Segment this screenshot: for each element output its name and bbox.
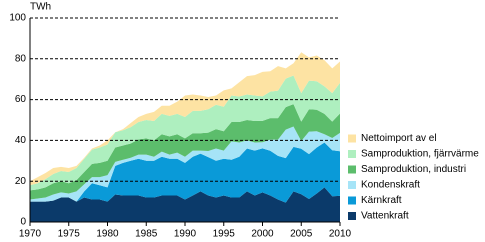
x-tick-label: 1980 [96,229,119,240]
x-tick-label: 2005 [290,229,313,240]
x-tick-label: 1985 [135,229,158,240]
legend-swatch [348,165,356,174]
area [30,52,340,186]
legend-label: Kärnkraft [361,195,402,206]
legend-swatch [348,212,356,220]
legend-label: Samproduktion, fjärrvärme [361,149,479,160]
x-tick-label: 1995 [213,229,236,240]
legend-swatch [348,134,356,143]
x-tick-label: 1975 [58,229,81,240]
y-tick-label: 80 [15,53,27,64]
legend-label: Vattenkraft [361,211,409,222]
x-tick-label: 1970 [19,229,42,240]
x-tick-label: 2000 [251,229,274,240]
area [30,187,340,222]
y-tick-label: 0 [20,217,26,228]
legend-swatch [348,150,356,158]
legend-label: Nettoimport av el [361,133,437,144]
legend-swatch [348,196,356,205]
area [30,126,340,202]
x-tick-label: 2010 [329,229,352,240]
area [30,142,340,203]
y-tick-label: 60 [15,94,27,105]
legend-label: Samproduktion, industri [361,164,466,175]
x-tick-label: 1990 [174,229,197,240]
y-axis-label: TWh [30,2,51,13]
y-tick-label: 40 [15,135,27,146]
area [30,104,340,200]
legend-label: Kondenskraft [361,180,420,191]
y-tick-label: 20 [15,176,27,187]
y-tick-label: 100 [9,13,26,24]
legend-swatch [348,181,356,189]
area [30,75,340,191]
